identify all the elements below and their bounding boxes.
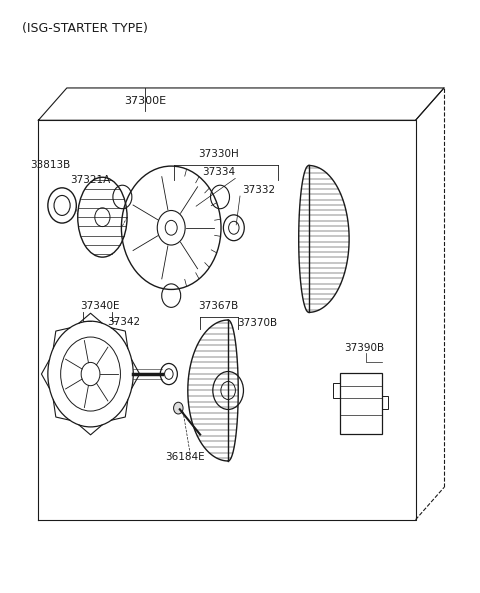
Text: 37334: 37334 [202,167,235,177]
Bar [333,383,340,397]
Text: 37340E: 37340E [80,301,120,311]
Text: 37367B: 37367B [199,301,239,311]
Text: 37370B: 37370B [238,318,278,328]
Text: 37332: 37332 [242,185,276,195]
Text: 37342: 37342 [107,317,140,327]
Text: 37390B: 37390B [344,343,384,353]
Text: 33813B: 33813B [30,161,71,170]
Text: 37321A: 37321A [71,175,111,185]
Text: (ISG-STARTER TYPE): (ISG-STARTER TYPE) [22,21,148,34]
Bar [383,396,388,409]
Bar [340,372,383,434]
Text: 37330H: 37330H [198,149,239,159]
Text: 36184E: 36184E [166,452,205,462]
Text: 37300E: 37300E [124,97,166,106]
Circle shape [174,402,183,414]
